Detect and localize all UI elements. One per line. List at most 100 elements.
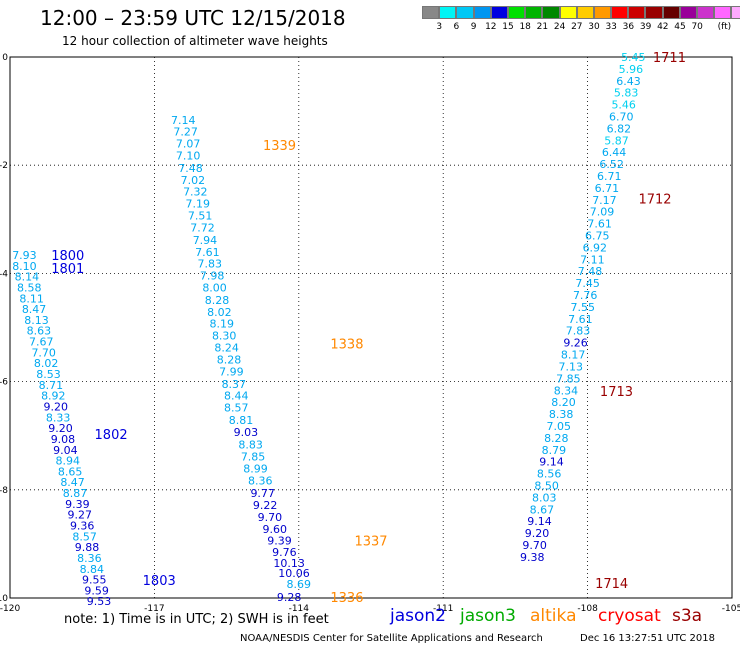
track-time-label: 1339 [263, 139, 296, 154]
legend-entry-cryosat: cryosat [598, 606, 661, 626]
wave-height-value: 8.87 [63, 487, 88, 500]
color-bar-swatch [645, 6, 663, 19]
color-bar-swatch [559, 6, 577, 19]
wave-height-value: 9.20 [43, 400, 68, 413]
y-tick-label: 0 [2, 53, 8, 63]
wave-height-value: 7.09 [590, 206, 615, 219]
wave-height-value: 5.45 [621, 51, 646, 64]
wave-height-value: 6.43 [616, 75, 641, 88]
wave-height-value: 8.94 [56, 455, 81, 468]
y-tick-label: -6 [0, 378, 8, 388]
wave-height-value: 6.71 [597, 170, 622, 183]
wave-height-value: 8.47 [22, 303, 47, 316]
color-bar-label: 39 [639, 22, 652, 32]
wave-height-value: 10.06 [278, 567, 310, 580]
wave-height-value: 8.36 [248, 475, 273, 488]
color-bar-label: 36 [622, 22, 635, 32]
color-bar-swatch [507, 6, 526, 19]
color-bar-swatch [593, 6, 612, 19]
legend-entry-s3a: s3a [672, 606, 703, 626]
track-time-label: 1336 [330, 591, 363, 606]
wave-height-value: 7.76 [573, 289, 598, 302]
wave-height-value: 8.63 [27, 325, 52, 338]
wave-height-value: 9.28 [277, 591, 302, 604]
wave-height-value: 8.79 [542, 444, 567, 457]
wave-height-value: 7.72 [190, 221, 215, 234]
wave-height-value: 8.10 [12, 260, 37, 273]
x-tick-label: -105 [722, 604, 740, 614]
track-time-label: 1338 [330, 338, 363, 353]
wave-height-value: 8.65 [58, 465, 83, 478]
color-bar-swatch [576, 6, 594, 19]
color-bar-swatch [422, 6, 440, 19]
wave-height-value: 8.28 [205, 294, 230, 307]
wave-height-value: 9.22 [253, 499, 278, 512]
wave-height-value: 7.70 [31, 346, 56, 359]
color-bar-label: 15 [502, 22, 514, 32]
x-tick-label: -120 [0, 604, 20, 614]
wave-height-value: 7.94 [193, 234, 218, 247]
track-time-label: 1801 [51, 262, 84, 277]
wave-height-value: 8.71 [39, 379, 64, 392]
wave-height-value: 9.04 [53, 444, 78, 457]
wave-height-value: 6.52 [599, 158, 624, 171]
wave-height-value: 9.14 [527, 515, 552, 528]
wave-height-value: 9.20 [525, 527, 550, 540]
wave-height-value: 8.56 [537, 468, 562, 481]
wave-height-value: 7.13 [559, 360, 584, 373]
wave-height-value: 7.05 [546, 420, 571, 433]
color-bar-label: 3 [436, 22, 443, 32]
wave-height-value: 8.13 [24, 314, 49, 327]
wave-height-value: 7.83 [198, 258, 223, 271]
wave-height-value: 8.11 [19, 292, 44, 305]
x-tick-label: -117 [144, 604, 164, 614]
color-bar-swatch [525, 6, 543, 19]
track-time-label: 1802 [95, 428, 128, 443]
wave-height-value: 7.51 [188, 210, 213, 223]
y-tick-label: -2 [0, 161, 8, 171]
wave-height-value: 9.39 [65, 498, 90, 511]
wave-height-value: 7.67 [29, 336, 54, 349]
wave-height-value: 8.44 [224, 390, 249, 403]
color-bar-swatch [542, 6, 560, 19]
wave-height-value: 7.61 [587, 218, 612, 231]
wave-height-value: 8.53 [36, 368, 61, 381]
color-bar-label: 70 [691, 22, 703, 32]
wave-height-value: 8.34 [554, 384, 579, 397]
wave-height-value: 9.88 [75, 541, 100, 554]
wave-height-value: 5.87 [604, 134, 629, 147]
wave-height-value: 7.85 [241, 450, 266, 463]
legend-entry-jason3: jason3 [460, 606, 516, 626]
wave-height-value: 8.19 [210, 318, 235, 331]
wave-height-value: 7.55 [571, 301, 596, 314]
color-bar-label: 42 [657, 22, 669, 32]
wave-height-value: 10.13 [273, 557, 305, 570]
wave-height-value: 6.70 [609, 111, 634, 124]
x-tick-label: -114 [289, 604, 310, 614]
wave-height-value: 9.27 [68, 509, 93, 522]
wave-height-value: 8.58 [17, 281, 42, 294]
wave-height-value: 8.00 [202, 281, 227, 294]
color-bar-label: 27 [571, 22, 583, 32]
y-tick-label: -8 [0, 486, 8, 496]
color-bar-swatch [611, 6, 629, 19]
track-time-label: 1711 [653, 51, 686, 66]
credit-line: NOAA/NESDIS Center for Satellite Applica… [240, 633, 543, 644]
color-bar-swatch [697, 6, 715, 19]
wave-height-value: 9.59 [84, 584, 109, 597]
wave-height-value: 6.71 [595, 182, 620, 195]
wave-height-value: 9.38 [520, 551, 545, 564]
color-bar-swatch [490, 6, 508, 19]
wave-height-value: 6.44 [602, 146, 627, 159]
wave-height-value: 9.77 [250, 487, 275, 500]
color-bar-swatch [714, 6, 732, 19]
wave-height-value: 8.33 [46, 411, 71, 424]
track-time-label: 1714 [595, 577, 628, 592]
wave-height-value: 7.10 [176, 149, 201, 162]
legend-entry-altika: altika [530, 606, 577, 626]
wave-height-value: 8.20 [551, 396, 576, 409]
wave-height-value: 9.14 [539, 456, 564, 469]
color-bar-swatch [456, 6, 474, 19]
wave-height-value: 8.28 [217, 353, 242, 366]
wave-height-value: 7.17 [592, 194, 617, 207]
